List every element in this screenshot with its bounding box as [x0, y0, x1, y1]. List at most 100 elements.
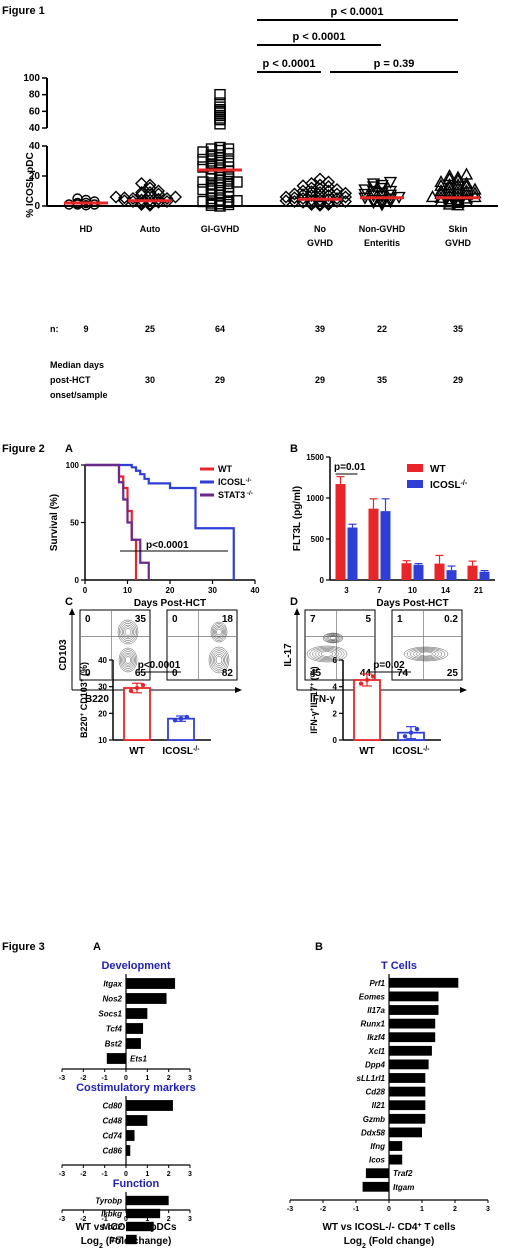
x-axis-title: WT vs ICOSL-/- CD4+ T cells — [322, 1222, 455, 1234]
fold-change-bar — [126, 1195, 169, 1206]
x-axis-title-log: Log2 (Fold change) — [81, 1236, 172, 1250]
contour-line — [121, 651, 135, 669]
x-tick-label: -1 — [353, 1206, 359, 1213]
data-point — [135, 186, 148, 199]
x-tick-label: -2 — [80, 1075, 86, 1082]
panel-letter-a: A — [93, 941, 101, 953]
x-tick-label: 1 — [420, 1206, 424, 1213]
x-tick-label: 3 — [188, 1216, 192, 1223]
median-value: 29 — [215, 375, 225, 385]
contour-line — [416, 650, 436, 658]
fold-change-bar — [389, 1154, 403, 1165]
flow-y-axis-label: CD103 — [58, 639, 69, 671]
data-point — [222, 155, 235, 167]
gene-label: Tyrobp — [95, 1197, 122, 1206]
x-tick-label: 2 — [167, 1216, 171, 1223]
figure-2-label: Figure 2 — [2, 443, 45, 455]
p-value-annotation: p=0.02 — [373, 660, 405, 671]
contour-line — [409, 648, 443, 660]
data-point — [197, 146, 209, 158]
fold-change-bar — [389, 1086, 426, 1097]
gene-label: Cd48 — [102, 1117, 122, 1126]
section-title: Development — [101, 960, 170, 972]
contour-line — [309, 646, 345, 662]
contour-line — [214, 625, 224, 639]
x-tick-label: 1 — [145, 1075, 149, 1082]
contour-line — [120, 623, 136, 641]
panel-letter-d: D — [290, 596, 298, 608]
median-value: 29 — [453, 375, 463, 385]
x-tick-label: -3 — [59, 1171, 65, 1178]
contour-line — [320, 651, 334, 657]
y-tick-label: 500 — [311, 535, 325, 544]
n-value: 35 — [453, 324, 463, 334]
data-point — [442, 172, 457, 185]
median-value: 29 — [315, 375, 325, 385]
fold-change-bar — [126, 1234, 137, 1245]
contour-line — [216, 628, 222, 636]
x-tick-label: 0 — [124, 1216, 128, 1223]
flow-plot-frame — [79, 609, 151, 681]
y-tick-label: 80 — [29, 90, 41, 101]
fold-change-bar — [126, 1221, 154, 1232]
gene-label: Ikzf4 — [367, 1033, 385, 1042]
gene-label: Il21 — [372, 1101, 386, 1110]
contour-line — [322, 632, 344, 644]
data-point — [375, 182, 389, 195]
data-point — [366, 178, 381, 191]
panel-letter-b: B — [290, 443, 298, 455]
median-row-label: onset/sample — [50, 390, 108, 400]
bar — [380, 511, 391, 580]
replicate-point — [134, 685, 140, 691]
x-tick-label: -3 — [59, 1075, 65, 1082]
fold-change-bar — [126, 1115, 148, 1126]
bar — [335, 484, 346, 580]
contour-line — [211, 623, 227, 641]
contour-line — [210, 648, 228, 672]
x-tick-label: 1 — [145, 1216, 149, 1223]
data-point — [135, 177, 148, 190]
gene-label: Tcf4 — [106, 1025, 123, 1034]
data-point — [383, 176, 398, 189]
figure-2c-flow-panel: 0 35 0 65 0 18 0 82 B220 CD103 10 20 30 40 WT ICOSL-/- p… — [58, 608, 242, 757]
flow-plot-frame — [304, 609, 376, 681]
p-value-annotation: p=0.01 — [334, 462, 366, 473]
n-value: 39 — [315, 324, 325, 334]
data-point — [231, 176, 243, 188]
quadrant-value: 1 — [397, 614, 403, 625]
fold-change-bar — [389, 1059, 429, 1070]
y-tick-label: 0 — [34, 201, 40, 212]
x-tick-label: 20 — [166, 586, 175, 595]
fold-change-bar — [389, 1005, 439, 1015]
replicate-point — [414, 726, 420, 732]
x-axis-arrowhead — [235, 687, 242, 693]
x-tick-label: 2 — [167, 1171, 171, 1178]
data-point — [305, 177, 318, 190]
quadrant-value: 25 — [447, 668, 459, 679]
data-point — [197, 161, 209, 173]
category-label: No — [314, 224, 326, 234]
flow-x-axis-label: B220 — [85, 694, 109, 705]
panel-letter-c: C — [65, 596, 73, 608]
x-tick-label: ICOSL-/- — [392, 746, 430, 758]
data-point — [214, 88, 226, 101]
figure-3-label: Figure 3 — [2, 941, 45, 953]
x-axis-label: Days Post-HCT — [376, 598, 448, 609]
fold-change-bar — [126, 1208, 161, 1219]
gene-label: Gzmb — [363, 1115, 385, 1124]
y-axis-arrowhead — [294, 608, 300, 615]
fold-change-bar — [389, 1073, 426, 1083]
data-point — [358, 184, 372, 197]
fold-change-bar — [106, 1053, 126, 1064]
category-label: GVHD — [307, 238, 334, 248]
x-tick-label: WT — [359, 746, 375, 757]
x-tick-label: -2 — [80, 1171, 86, 1178]
x-tick-label: 10 — [408, 586, 417, 595]
contour-line — [329, 636, 337, 640]
section-title: Costimulatory markers — [76, 1082, 196, 1094]
fold-change-bar — [389, 1113, 426, 1124]
y-tick-label: 1500 — [306, 453, 324, 462]
gene-label: Dpp4 — [365, 1060, 386, 1069]
fold-change-bar — [126, 1100, 173, 1111]
fold-change-bar — [389, 1127, 422, 1138]
